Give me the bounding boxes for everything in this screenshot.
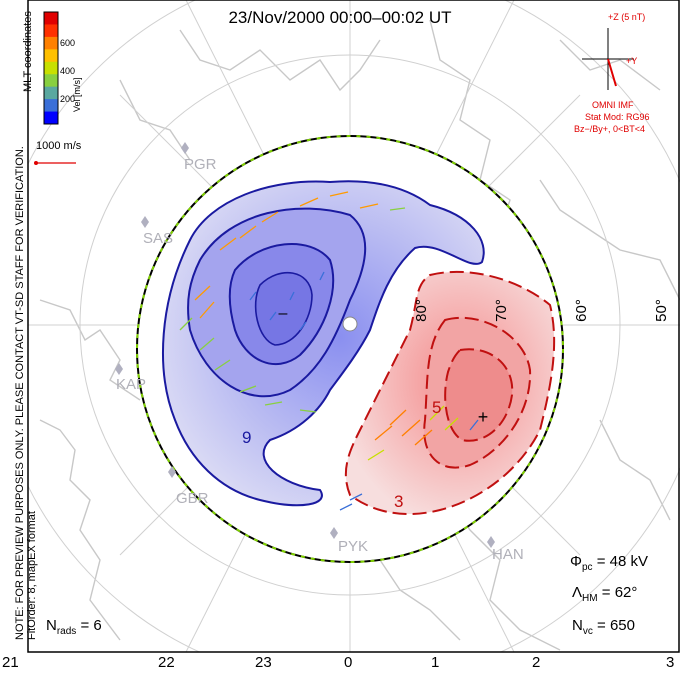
coordinates-label: MLT coordinates — [22, 11, 34, 92]
preview-note-line-2: FitOrder: 8, mapEX format — [26, 511, 38, 640]
mlt-tick-3: 3 — [666, 654, 675, 671]
site-label-sas: SAS — [143, 230, 174, 247]
colorbar-swatch — [44, 12, 58, 25]
site-label-kap: KAP — [116, 376, 147, 393]
nrads-subscript: rads — [56, 626, 77, 637]
potential-value: = 48 kV — [596, 553, 648, 570]
imf-condition: Bz−/By+, 0<BT<4 — [574, 124, 646, 134]
site-label-han: HAN — [492, 546, 524, 563]
site-label-pgr: PGR — [184, 156, 217, 173]
colorbar-border — [43, 11, 59, 125]
colorbar-tick-200: 200 — [60, 94, 76, 104]
mlt-tick-2: 2 — [532, 654, 541, 671]
hm-latitude: ΛHM = 62° — [572, 584, 637, 604]
cross-polar-potential: Φpc = 48 kV — [570, 553, 648, 573]
nvc-value: = 650 — [597, 617, 635, 634]
colorbar-tick-400: 400 — [60, 66, 76, 76]
nvc-subscript: vc — [582, 626, 593, 637]
colorbar-swatch — [44, 36, 58, 50]
latitude-label-60: 60° — [572, 299, 590, 322]
latitude-label-50: 50° — [652, 299, 670, 322]
reference-vector — [34, 161, 76, 165]
colorbar-swatch — [44, 74, 58, 88]
map-title: 23/Nov/2000 00:00–00:02 UT — [228, 8, 452, 27]
reference-vector-label: 1000 m/s — [36, 140, 82, 152]
colorbar-swatch — [44, 86, 58, 100]
radar-count: Nrads = 6 — [46, 617, 102, 637]
site-label-pyk: PYK — [338, 538, 369, 555]
dusk-convection-cell: – — [162, 180, 485, 507]
imf-y-label: +Y — [626, 56, 638, 66]
plot-frame — [27, 0, 680, 653]
hm-subscript: HM — [582, 593, 598, 604]
mlt-tick-22: 22 — [158, 654, 175, 671]
svg-text:–: – — [279, 305, 288, 322]
nvc-symbol: N — [572, 617, 583, 634]
potential-symbol: Φ — [570, 553, 582, 570]
radar-site-markers — [115, 142, 495, 548]
mlt-tick-21: 21 — [2, 654, 19, 671]
dawn-convection-cell: + — [344, 270, 556, 516]
svg-text:+: + — [478, 407, 489, 427]
mlt-tick-1: 1 — [431, 654, 440, 671]
contour-label-dawn-inner: 5 — [432, 398, 442, 417]
imf-source: OMNI IMF — [592, 100, 634, 110]
imf-model: Stat Mod: RG96 — [585, 112, 650, 122]
colorbar-swatch — [44, 24, 58, 38]
contour-label-dawn-outer: 3 — [394, 492, 404, 511]
nrads-symbol: N — [46, 617, 57, 634]
colorbar-swatch — [44, 49, 58, 63]
mlt-tick-23: 23 — [255, 654, 272, 671]
latitude-label-70: 70° — [492, 299, 510, 322]
contour-label-dusk: 9 — [242, 428, 252, 447]
colorbar-swatch — [44, 111, 58, 125]
pole-marker — [342, 316, 358, 332]
hm-boundary-dashes — [136, 135, 564, 563]
site-label-gbr: GBR — [176, 490, 209, 507]
potential-subscript: pc — [581, 562, 593, 573]
preview-note: NOTE: FOR PREVIEW PURPOSES ONLY. PLEASE … — [14, 146, 38, 640]
vector-count: Nvc = 650 — [572, 617, 635, 637]
velocity-colorbar — [43, 11, 59, 125]
latitude-label-80: 80° — [412, 299, 430, 322]
hm-symbol: Λ — [572, 584, 583, 601]
mlt-tick-0: 0 — [344, 654, 353, 671]
nrads-value: = 6 — [80, 617, 102, 634]
colorbar-swatch — [44, 61, 58, 75]
hm-value: = 62° — [601, 584, 638, 601]
colorbar-tick-600: 600 — [60, 38, 76, 48]
velocity-vectors — [179, 191, 479, 511]
imf-clock — [582, 28, 634, 90]
colorbar-swatch — [44, 99, 58, 113]
imf-z-label: +Z (5 nT) — [608, 12, 646, 22]
preview-note-line-1: NOTE: FOR PREVIEW PURPOSES ONLY. PLEASE … — [14, 146, 26, 640]
